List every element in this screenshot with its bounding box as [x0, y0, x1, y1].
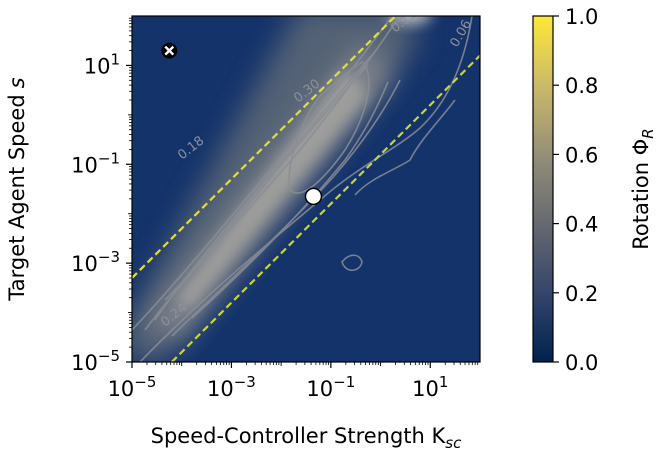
x-tick-label: 10−1 — [306, 373, 355, 401]
y-axis-label-text: Target Agent Speed — [5, 94, 29, 301]
dashed-line-2 — [170, 54, 480, 362]
x-tick-label: 101 — [412, 373, 448, 401]
colorbar-ticks: 0.0 0.2 0.4 0.6 0.8 1.0 — [553, 5, 598, 375]
colorbar-tick-label: 0.6 — [565, 143, 598, 167]
plot-area: 0.18 0.24 0.30 0.12 0.06 — [132, 16, 480, 362]
colorbar-label: Rotation ΦR — [629, 128, 657, 249]
dashed-lines — [132, 16, 480, 362]
contour-line-0.30 — [288, 60, 370, 194]
heatmap-band-core — [175, 70, 370, 310]
heatmap-band — [132, 16, 432, 362]
y-axis: 10−5 10−3 10−1 101 — [71, 17, 132, 375]
y-axis-label-symbol: s — [5, 77, 29, 88]
heatmap-hotspot — [388, 16, 432, 24]
y-tick-label: 10−1 — [71, 149, 120, 177]
contour-line-0.06-upper — [132, 16, 393, 331]
y-tick-label: 10−5 — [71, 347, 120, 375]
x-axis: 10−5 10−3 10−1 101 — [108, 362, 479, 401]
x-axis-label: Speed-Controller Strength Ksc — [151, 424, 462, 452]
x-tick-label: 10−5 — [108, 373, 157, 401]
colorbar-label-text: Rotation Φ — [629, 139, 653, 250]
colorbar-tick-label: 0.2 — [565, 282, 598, 306]
contour-line-0.06-lower — [139, 16, 473, 362]
colorbar-label-sub: R — [639, 128, 657, 138]
y-axis-label: Target Agent Speed s — [5, 77, 29, 301]
contour-line-0.18-b — [171, 79, 401, 337]
colorbar: 0.0 0.2 0.4 0.6 0.8 1.0 Rotation ΦR — [532, 5, 657, 375]
cross-marker — [161, 42, 178, 59]
colorbar-tick-label: 0.4 — [565, 213, 598, 237]
y-tick-label: 10−3 — [71, 248, 120, 276]
colorbar-tick-label: 0.8 — [565, 74, 598, 98]
circle-marker — [304, 187, 323, 206]
colorbar-tick-label: 0.0 — [565, 351, 598, 375]
contour-lines — [132, 16, 473, 362]
dashed-line-1 — [132, 16, 398, 279]
plot-frame — [131, 15, 481, 363]
x-tick-label: 10−3 — [207, 373, 256, 401]
contour-line-small-loop — [341, 254, 363, 272]
x-axis-label-sub: sc — [445, 434, 462, 452]
contour-line-0.24 — [164, 64, 389, 319]
colorbar-tick-label: 1.0 — [565, 5, 598, 29]
colorbar-gradient — [532, 15, 554, 363]
contour-line-0.18-a — [154, 47, 379, 321]
markers — [161, 42, 323, 206]
x-axis-label-text: Speed-Controller Strength K — [151, 424, 447, 448]
y-tick-label: 101 — [84, 50, 120, 78]
contour-line-edge — [354, 99, 456, 196]
